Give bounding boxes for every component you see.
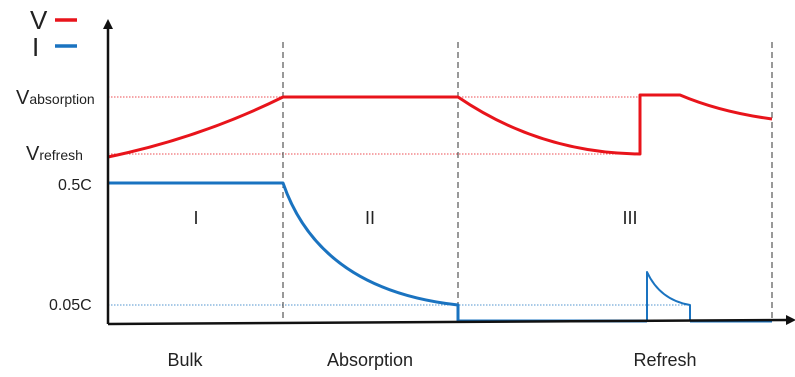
phase-name-bulk: Bulk [167, 350, 203, 370]
phase-name-absorption: Absorption [327, 350, 413, 370]
current-curve [108, 181, 647, 323]
legend-current-label: I [32, 32, 39, 62]
phase-number-2: II [365, 208, 375, 228]
legend-voltage-label: V [30, 5, 48, 35]
current-low-label: 0.05C [49, 297, 92, 314]
v-absorption-label: Vabsorption [16, 87, 95, 109]
voltage-curve [107, 93, 773, 159]
current-high-label: 0.5C [58, 177, 92, 194]
phase-number-1: I [193, 208, 198, 228]
phase-number-3: III [622, 208, 637, 228]
current-refresh-pulse [646, 271, 691, 321]
phase-name-refresh: Refresh [633, 350, 696, 370]
v-refresh-label: Vrefresh [26, 143, 83, 165]
x-axis [107, 315, 795, 326]
